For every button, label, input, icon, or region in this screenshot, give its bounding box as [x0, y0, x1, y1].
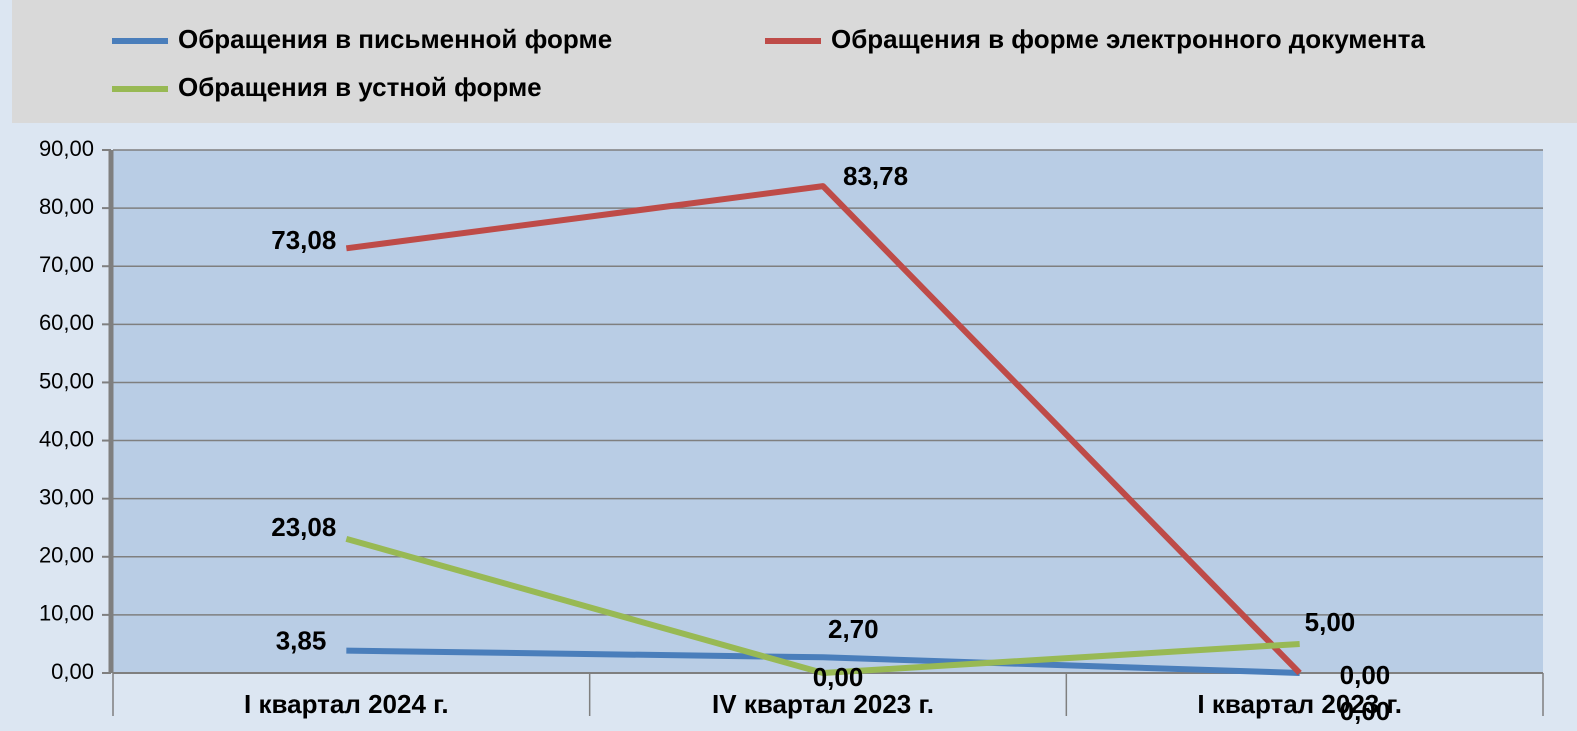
y-tick-label: 50,00 [39, 368, 94, 393]
data-label: 0,00 [1340, 660, 1391, 690]
data-label: 83,78 [843, 161, 908, 191]
data-label: 0,00 [1340, 696, 1391, 726]
y-tick-label: 0,00 [51, 659, 94, 684]
y-tick-label: 20,00 [39, 543, 94, 568]
y-tick-label: 80,00 [39, 194, 94, 219]
y-tick-label: 30,00 [39, 484, 94, 509]
y-tick-label: 60,00 [39, 310, 94, 335]
data-label: 2,70 [828, 614, 879, 644]
y-tick-label: 10,00 [39, 601, 94, 626]
line-series [346, 647, 1300, 676]
data-label: 23,08 [271, 512, 336, 542]
y-tick-label: 70,00 [39, 252, 94, 277]
data-label: 5,00 [1305, 607, 1356, 637]
data-label: 73,08 [271, 225, 336, 255]
line-series [345, 183, 1302, 676]
data-label: 3,85 [276, 626, 327, 656]
x-tick-label: IV квартал 2023 г. [712, 689, 934, 719]
legend-label: Обращения в форме электронного документа [831, 24, 1425, 54]
line-series [345, 535, 1300, 676]
data-label: 0,00 [813, 662, 864, 692]
y-tick-label: 40,00 [39, 426, 94, 451]
y-tick-label: 90,00 [39, 136, 94, 161]
legend-label: Обращения в устной форме [178, 72, 542, 102]
legend-label: Обращения в письменной форме [178, 24, 612, 54]
plot-area [113, 150, 1543, 673]
legend-box [12, 0, 1577, 123]
x-tick-label: I квартал 2023 г. [1197, 689, 1402, 719]
x-tick-label: I квартал 2024 г. [244, 689, 449, 719]
